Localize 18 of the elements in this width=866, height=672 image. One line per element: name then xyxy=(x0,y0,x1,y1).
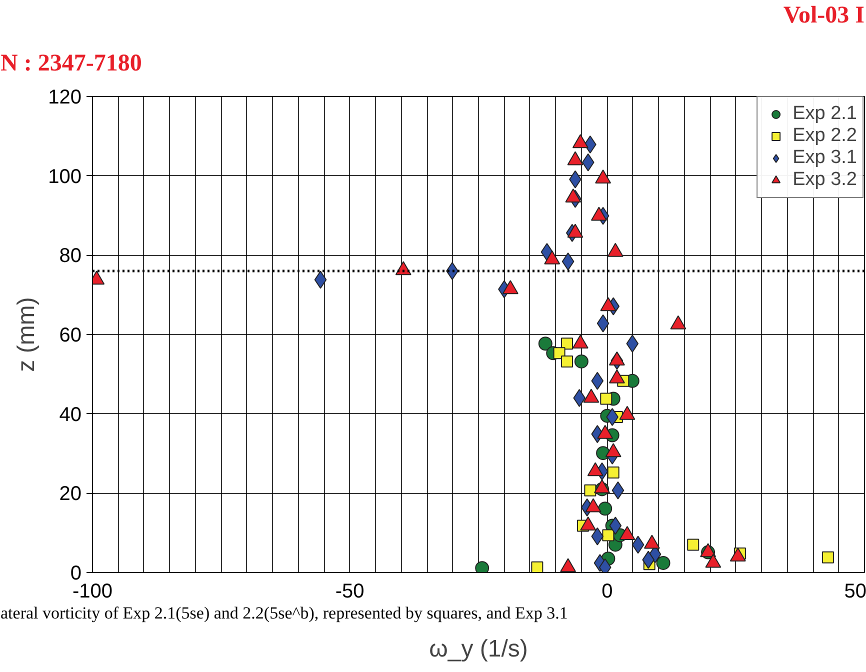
y-tick-label: 20 xyxy=(59,483,82,506)
y-tick-label: 80 xyxy=(59,245,82,268)
legend-label: Exp 3.1 xyxy=(792,147,857,169)
y-axis-title: z (mm) xyxy=(13,297,40,372)
y-tick-label: 100 xyxy=(48,166,82,188)
x-axis-title: ω_y (1/s) xyxy=(429,636,528,662)
text: Vol-03 I xyxy=(783,2,865,28)
text: N : 2347-7180 xyxy=(0,50,142,76)
y-tick-label: 40 xyxy=(59,404,82,426)
text: ateral vorticity of Exp 2.1(5se) and 2.2(5se^b), represented by squares, and Exp 3.1 xyxy=(0,604,568,622)
legend-label: Exp 2.1 xyxy=(792,103,857,125)
legend-label: Exp 3.2 xyxy=(792,169,857,191)
x-tick-label: -50 xyxy=(335,580,364,602)
x-tick-label: 0 xyxy=(602,580,613,602)
y-tick-label: 120 xyxy=(48,86,82,108)
y-tick-label: 60 xyxy=(59,324,82,346)
legend-label: Exp 2.2 xyxy=(792,125,857,147)
x-tick-label: 50 xyxy=(844,580,866,602)
